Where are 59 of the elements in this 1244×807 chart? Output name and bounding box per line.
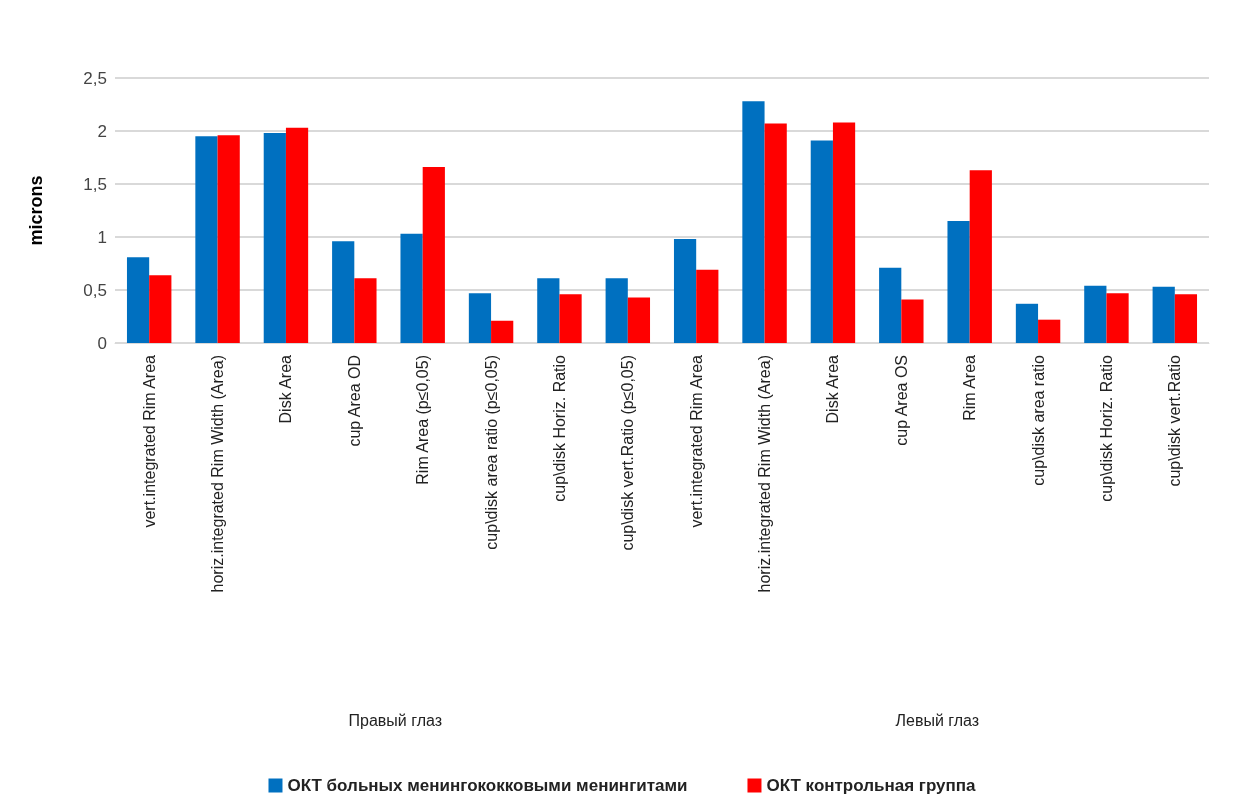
bar xyxy=(1084,285,1107,343)
x-tick-label: cup\disk area ratio xyxy=(1029,354,1047,486)
y-tick-label: 2,5 xyxy=(83,68,107,88)
bar xyxy=(354,278,377,343)
bar xyxy=(696,269,719,343)
bar xyxy=(1174,294,1198,343)
x-tick-label: cup\disk Horiz. Ratio xyxy=(550,354,568,502)
bar xyxy=(285,127,309,343)
bar xyxy=(126,257,150,343)
legend-label: ОКТ больных менингококковыми менингитами xyxy=(287,776,688,795)
y-axis-title: microns xyxy=(26,175,46,246)
x-tick-label: cup\disk Horiz. Ratio xyxy=(1097,354,1115,502)
bar xyxy=(559,294,582,343)
bar xyxy=(764,123,787,343)
bar xyxy=(673,239,697,343)
text: Правый глаз xyxy=(348,711,443,729)
legend-label: ОКТ контрольная группа xyxy=(766,776,977,795)
x-tick-label: cup\disk vert.Ratio (p≤0,05) xyxy=(619,355,637,551)
bar xyxy=(1038,319,1061,343)
x-tick-label: cup\disk vert.Ratio xyxy=(1166,354,1184,487)
bar xyxy=(810,140,833,343)
y-tick-label: 1,5 xyxy=(83,174,107,194)
bar xyxy=(263,133,286,343)
bar xyxy=(422,167,445,343)
y-tick-label: 0 xyxy=(97,333,107,353)
x-tick-label: cup\disk area ratio (p≤0,05) xyxy=(482,355,500,550)
bar xyxy=(149,275,172,343)
bar xyxy=(217,135,240,343)
bar xyxy=(1152,286,1175,343)
bar xyxy=(468,293,492,343)
x-tick-label: Rim Area xyxy=(961,354,979,421)
x-tick-label: Rim Area (p≤0,05) xyxy=(414,355,432,485)
x-tick-label: vert.integrated Rim Area xyxy=(687,354,705,528)
x-tick-label: vert.integrated Rim Area xyxy=(140,354,158,528)
bar xyxy=(627,297,651,343)
y-tick-label: 0,5 xyxy=(83,280,107,300)
bar xyxy=(742,101,765,343)
bar xyxy=(332,241,355,343)
bar xyxy=(969,170,992,343)
bar xyxy=(947,221,970,343)
bar xyxy=(1106,293,1129,343)
y-tick-label: 2 xyxy=(97,121,107,141)
bar xyxy=(195,136,218,343)
x-tick-label: cup Area OD xyxy=(345,355,363,447)
bar xyxy=(537,278,560,343)
x-tick-label: cup Area OS xyxy=(892,355,910,446)
x-tick-label: horiz.integrated Rim Width (Area) xyxy=(209,355,227,593)
bar xyxy=(901,299,924,343)
bar xyxy=(605,278,628,343)
bar xyxy=(879,267,902,343)
bar xyxy=(400,233,423,343)
text: Левый глаз xyxy=(895,711,980,729)
x-tick-label: horiz.integrated Rim Width (Area) xyxy=(756,355,774,593)
y-tick-label: 1 xyxy=(97,227,107,247)
bar xyxy=(832,122,856,343)
x-tick-label: Disk Area xyxy=(277,354,295,424)
x-tick-label: Disk Area xyxy=(824,354,842,424)
bar xyxy=(491,320,514,343)
bar xyxy=(1015,303,1039,343)
